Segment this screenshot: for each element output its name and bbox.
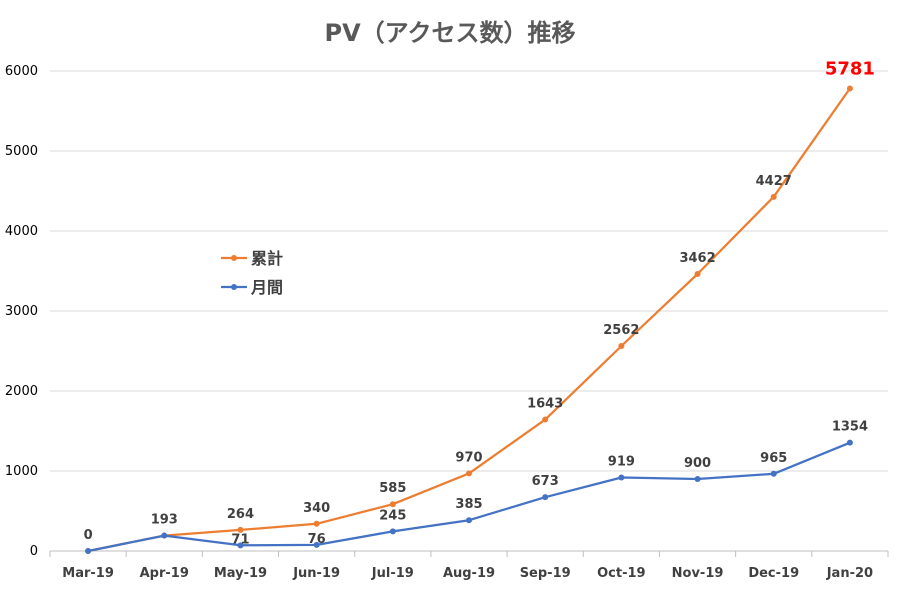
data-label: 970 — [455, 450, 482, 465]
data-point — [542, 494, 549, 501]
y-axis: 0 1000 2000 3000 4000 5000 6000 — [5, 64, 38, 559]
data-point — [313, 520, 320, 527]
data-label: 1643 — [527, 397, 563, 412]
y-tick-label: 3000 — [5, 304, 38, 319]
y-tick-label: 4000 — [5, 224, 38, 239]
data-label: 245 — [379, 508, 406, 523]
data-label: 1354 — [832, 420, 868, 435]
series-layer — [85, 85, 853, 554]
legend-label: 月間 — [250, 278, 283, 297]
data-point — [770, 470, 777, 477]
data-point — [542, 416, 549, 423]
x-tick-label: Jan-20 — [826, 566, 873, 581]
y-tick-label: 5000 — [5, 144, 38, 159]
data-point — [237, 542, 244, 549]
data-point — [846, 85, 853, 92]
data-point — [694, 271, 701, 278]
legend-entry: 月間 — [221, 278, 283, 297]
data-point — [237, 526, 244, 533]
data-label: 340 — [303, 501, 330, 516]
x-tick-label: Sep-19 — [520, 566, 571, 581]
data-label: 900 — [684, 456, 711, 471]
x-tick-label: Jun-19 — [292, 566, 340, 581]
legend-label: 累計 — [251, 249, 283, 268]
data-point — [389, 501, 396, 508]
data-label: 0 — [84, 528, 93, 543]
data-label: 585 — [379, 481, 406, 496]
data-label: 264 — [227, 507, 254, 522]
x-tick-label: Aug-19 — [443, 566, 495, 581]
data-label: 919 — [608, 454, 635, 469]
legend-marker — [231, 255, 237, 261]
data-label: 4427 — [756, 174, 792, 189]
data-point — [770, 193, 777, 200]
x-tick-label: Jul-19 — [371, 566, 414, 581]
gridlines — [50, 70, 888, 472]
x-tick-label: Mar-19 — [62, 566, 114, 581]
x-tick-label: Dec-19 — [748, 566, 799, 581]
data-label: 193 — [151, 513, 178, 528]
y-tick-label: 6000 — [5, 64, 38, 79]
y-tick-label: 1000 — [5, 464, 38, 479]
x-tick-label: May-19 — [214, 566, 267, 581]
data-point — [389, 528, 396, 535]
data-label: 3462 — [679, 251, 715, 266]
x-axis: Mar-19 Apr-19 May-19 Jun-19 Jul-19 Aug-19 Sep-… — [49, 550, 889, 581]
data-point — [618, 474, 625, 481]
data-label: 76 — [308, 532, 326, 547]
x-tick-label: Oct-19 — [597, 566, 645, 581]
data-point — [846, 439, 853, 446]
data-point — [161, 532, 168, 539]
data-point — [694, 476, 701, 482]
data-label: 2562 — [603, 323, 639, 338]
data-point — [618, 343, 625, 350]
data-label-highlight: 5781 — [825, 59, 875, 80]
data-label: 71 — [231, 532, 249, 547]
data-label: 673 — [532, 474, 559, 489]
chart-title: PV（アクセス数）推移 — [325, 19, 576, 47]
x-tick-label: Nov-19 — [672, 566, 724, 581]
y-tick-label: 0 — [30, 544, 38, 559]
x-tick-label: Apr-19 — [140, 566, 189, 581]
legend-entry: 累計 — [221, 249, 283, 268]
legend-marker — [231, 284, 237, 290]
data-point — [466, 517, 472, 524]
data-label: 385 — [455, 497, 482, 512]
data-labels: 264 340 585 970 1643 2562 3462 4427 5781 0 193 71 76… — [84, 59, 875, 548]
y-tick-label: 2000 — [5, 384, 38, 399]
data-label: 965 — [760, 451, 787, 466]
series-line-0 — [87, 87, 851, 553]
data-point — [313, 541, 320, 548]
data-point — [85, 548, 92, 554]
data-point — [466, 470, 472, 477]
